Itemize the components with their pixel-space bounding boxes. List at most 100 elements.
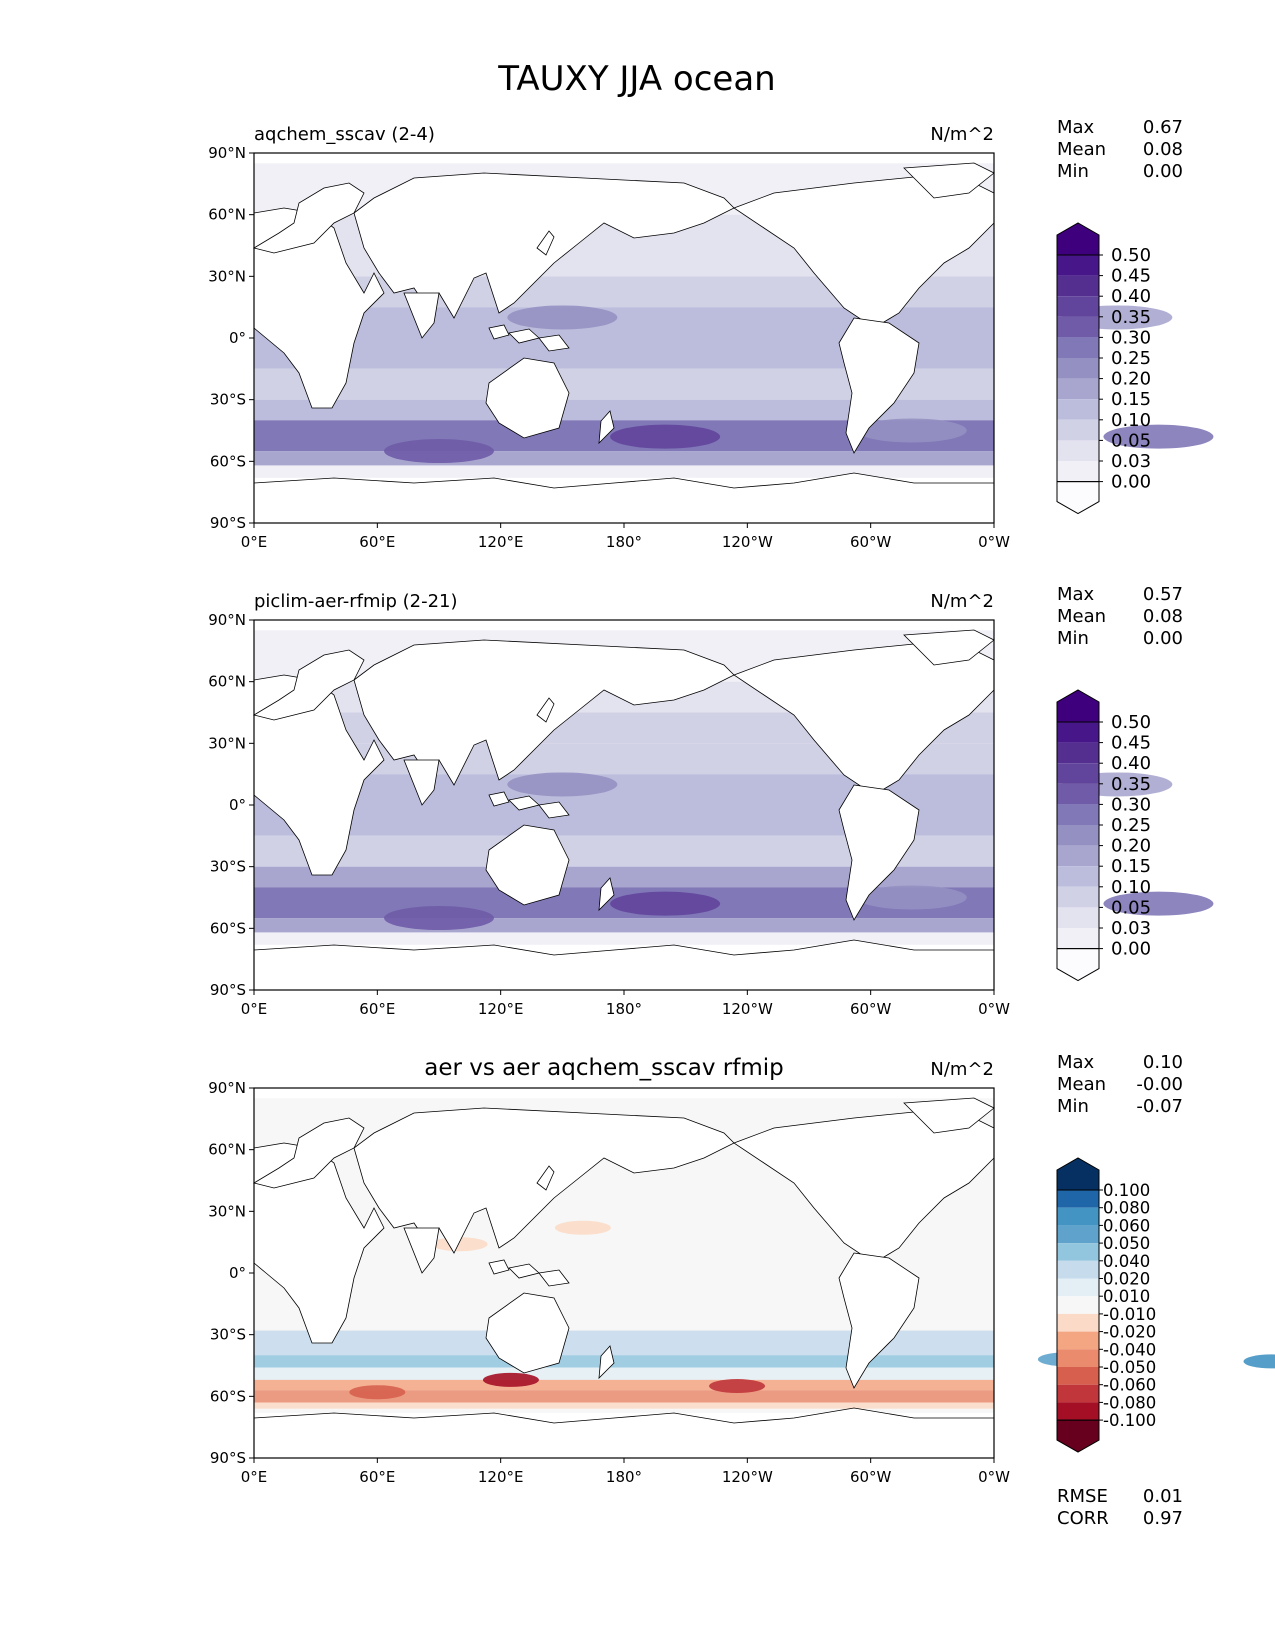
colorbar-segment	[1057, 1331, 1099, 1350]
colorbar-label: 0.03	[1111, 918, 1151, 939]
stat-value: -0.07	[1136, 1096, 1183, 1117]
colorbar-segment	[1057, 1367, 1099, 1385]
colorbar-segment	[1057, 742, 1099, 764]
lon-tick-label: 60°E	[359, 533, 395, 551]
colorbar-segment	[1057, 928, 1099, 949]
colorbar-label: 0.050	[1103, 1234, 1150, 1253]
field-band	[254, 451, 994, 466]
colorbar-segment	[1057, 1349, 1099, 1367]
stat-value: 0.10	[1143, 1052, 1183, 1073]
field-maximum	[610, 424, 721, 449]
colorbar-label: 0.15	[1111, 856, 1151, 877]
lat-tick-label: 60°N	[208, 206, 246, 224]
colorbar-label: 0.05	[1111, 430, 1151, 451]
colorbar-label: -0.010	[1103, 1305, 1156, 1324]
field-band	[254, 1379, 994, 1391]
figure-title: TAUXY JJA ocean	[497, 59, 775, 99]
lat-tick-label: 90°S	[210, 514, 246, 532]
map-1	[253, 152, 1214, 524]
extra-stat-value: 0.01	[1143, 1486, 1183, 1507]
lat-tick-label: 60°S	[210, 1387, 246, 1405]
colorbar-segment	[1057, 783, 1099, 805]
colorbar-max-arrow	[1056, 222, 1100, 256]
field-maximum	[507, 305, 618, 330]
stat-label: Max	[1057, 117, 1095, 138]
panel-units: N/m^2	[930, 124, 994, 145]
stat-label: Min	[1057, 1096, 1089, 1117]
lon-tick-label: 60°W	[850, 533, 892, 551]
field-maximum	[384, 439, 494, 464]
colorbar-segment	[1057, 1402, 1099, 1421]
colorbar-max-arrow	[1056, 1157, 1100, 1191]
colorbar-label: 0.25	[1111, 815, 1151, 836]
stat-value: -0.00	[1136, 1074, 1183, 1095]
field-band	[254, 465, 994, 478]
stat-label: Min	[1057, 628, 1089, 649]
colorbar-label: -0.080	[1103, 1393, 1156, 1412]
field-band	[254, 1367, 994, 1380]
lon-tick-label: 60°W	[850, 1468, 892, 1486]
lon-tick-label: 60°E	[359, 1000, 395, 1018]
lat-tick-label: 60°N	[208, 1141, 246, 1159]
colorbar-label: 0.10	[1111, 877, 1151, 898]
stat-label: Mean	[1057, 606, 1106, 627]
field-maximum	[507, 772, 618, 797]
colorbar-segment	[1057, 907, 1099, 928]
colorbar-segment	[1057, 1225, 1099, 1244]
field-band	[254, 1390, 994, 1403]
stat-value: 0.57	[1143, 584, 1183, 605]
colorbar-label: 0.15	[1111, 389, 1151, 410]
colorbar-segment	[1057, 337, 1099, 358]
lat-tick-label: 0°	[229, 796, 246, 814]
colorbar-segment	[1057, 1207, 1099, 1226]
colorbar-label: 0.35	[1111, 307, 1151, 328]
colorbar-label: 0.020	[1103, 1270, 1150, 1289]
field-maximum	[1103, 424, 1214, 449]
lat-tick-label: 90°N	[208, 1079, 246, 1097]
colorbar-max-arrow	[1056, 689, 1100, 723]
panel-title: piclim-aer-rfmip (2-21)	[254, 591, 458, 612]
lon-tick-label: 180°	[606, 533, 642, 551]
colorbar-label: -0.020	[1103, 1323, 1156, 1342]
colorbar-segment	[1057, 845, 1099, 867]
colorbar-segment	[1057, 358, 1099, 379]
colorbar-label: 0.40	[1111, 286, 1151, 307]
lon-tick-label: 120°W	[722, 1468, 773, 1486]
lon-tick-label: 60°W	[850, 1000, 892, 1018]
field-maximum	[856, 885, 967, 910]
lon-tick-label: 0°E	[241, 533, 268, 551]
stat-label: Max	[1057, 584, 1095, 605]
colorbar-label: 0.30	[1111, 327, 1151, 348]
colorbar-label: 0.03	[1111, 451, 1151, 472]
field-extreme	[709, 1379, 766, 1394]
field-band	[254, 399, 994, 421]
colorbar-label: 0.25	[1111, 348, 1151, 369]
field-maximum	[856, 418, 967, 443]
colorbar-segment	[1057, 255, 1099, 276]
colorbar-label: 0.30	[1111, 794, 1151, 815]
lat-tick-label: 90°N	[208, 144, 246, 162]
panel-title: aer vs aer aqchem_sscav rfmip	[424, 1055, 783, 1081]
lat-tick-label: 60°S	[210, 452, 246, 470]
field-maximum	[1103, 891, 1214, 916]
panels-container: 90°N60°N30°N0°30°S60°S90°S0°E 60°E 120°E 18…	[208, 117, 1275, 1529]
colorbar-segment	[1057, 1384, 1099, 1403]
stat-value: 0.00	[1143, 628, 1183, 649]
lat-tick-label: 60°N	[208, 673, 246, 691]
colorbar-segment	[1057, 419, 1099, 441]
lat-tick-label: 30°S	[210, 1326, 246, 1344]
field-band	[254, 866, 994, 888]
field-band	[254, 1402, 994, 1409]
colorbar-segment	[1057, 804, 1099, 825]
stat-label: Mean	[1057, 139, 1106, 160]
lat-tick-label: 30°S	[210, 391, 246, 409]
field-band	[254, 1355, 994, 1368]
colorbar-label: 0.040	[1103, 1252, 1150, 1271]
panel-units: N/m^2	[930, 591, 994, 612]
stat-label: Max	[1057, 1052, 1095, 1073]
colorbar-label: 0.40	[1111, 753, 1151, 774]
lon-tick-label: 0°W	[978, 1000, 1010, 1018]
lon-tick-label: 120°W	[722, 533, 773, 551]
colorbar-label: 0.50	[1111, 712, 1151, 733]
